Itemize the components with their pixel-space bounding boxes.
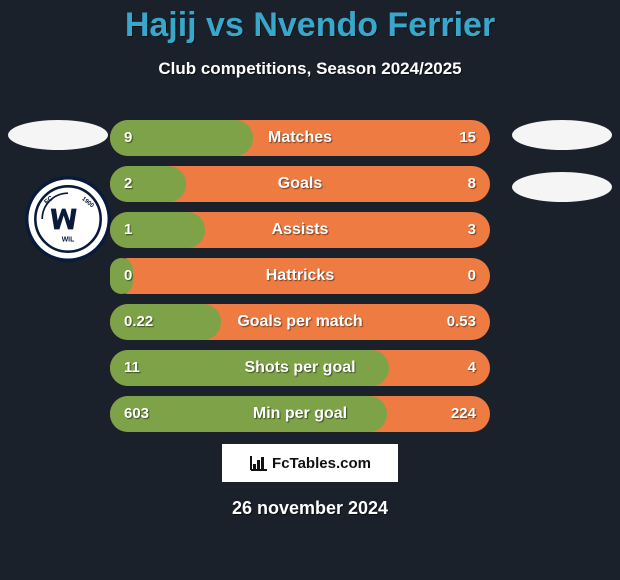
svg-text:WIL: WIL: [62, 236, 75, 243]
stat-label: Min per goal: [110, 396, 490, 432]
stat-row: 603224Min per goal: [110, 396, 490, 432]
team-badge-blank: [8, 120, 108, 150]
stat-label: Shots per goal: [110, 350, 490, 386]
bar-chart-icon: [249, 454, 269, 472]
comparison-infographic: Hajij vs Nvendo Ferrier Club competition…: [0, 0, 620, 580]
stat-label: Matches: [110, 120, 490, 156]
date-text: 26 november 2024: [0, 498, 620, 519]
left-badges-column: [8, 120, 108, 172]
page-subtitle: Club competitions, Season 2024/2025: [0, 59, 620, 79]
club-logo-icon: WIL FC 1900: [25, 176, 111, 262]
team-badge-blank: [512, 172, 612, 202]
stat-row: 114Shots per goal: [110, 350, 490, 386]
watermark: FcTables.com: [222, 444, 398, 482]
team-badge-blank: [512, 120, 612, 150]
page-title: Hajij vs Nvendo Ferrier: [0, 0, 620, 45]
stat-label: Assists: [110, 212, 490, 248]
stat-row: 13Assists: [110, 212, 490, 248]
stat-row: 0.220.53Goals per match: [110, 304, 490, 340]
right-badges-column: [512, 120, 612, 224]
comparison-bars: 915Matches 28Goals 13Assists 00Hattricks 0.2…: [110, 120, 490, 442]
stat-label: Hattricks: [110, 258, 490, 294]
stat-label: Goals: [110, 166, 490, 202]
stat-row: 915Matches: [110, 120, 490, 156]
stat-row: 00Hattricks: [110, 258, 490, 294]
stat-label: Goals per match: [110, 304, 490, 340]
watermark-text: FcTables.com: [272, 455, 371, 472]
stat-row: 28Goals: [110, 166, 490, 202]
